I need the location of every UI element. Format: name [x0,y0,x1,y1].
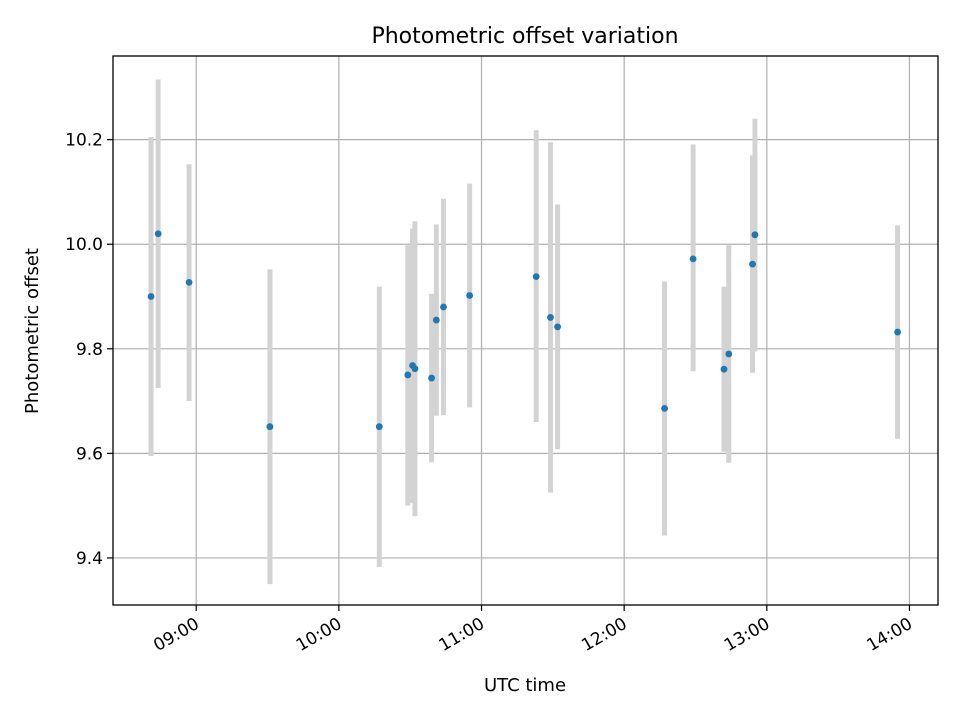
data-point [432,316,440,324]
data-point [554,323,561,331]
data-point [154,230,162,238]
data-point [466,292,474,299]
data-point [440,303,447,311]
data-point [547,314,554,321]
data-point [751,231,759,239]
data-point [725,350,733,358]
y-tick-label: 9.4 [76,549,103,569]
data-point [375,423,383,431]
x-axis-label: UTC time [484,675,566,696]
data-point [532,273,540,281]
chart-title: Photometric offset variation [371,24,678,49]
y-tick-label: 10.0 [65,235,103,255]
plot-frame [112,55,939,606]
grid [113,56,938,605]
data-point [749,260,756,268]
data-point [689,255,697,263]
data-point [266,423,274,431]
data-point [404,371,412,379]
data-point [411,365,419,373]
y-axis-label: Photometric offset [22,248,43,414]
data-point [720,365,728,373]
data-point [428,374,435,382]
y-tick-label: 10.2 [65,131,103,151]
y-tick-label: 9.6 [76,444,103,464]
data-point [147,293,155,300]
data-points [147,230,901,431]
data-point [185,278,193,286]
data-point [894,328,901,336]
data-point [661,405,668,412]
y-axis-ticks: 9.4 9.6 9.8 10.0 10.2 [65,131,113,569]
y-tick-label: 9.8 [76,340,103,360]
